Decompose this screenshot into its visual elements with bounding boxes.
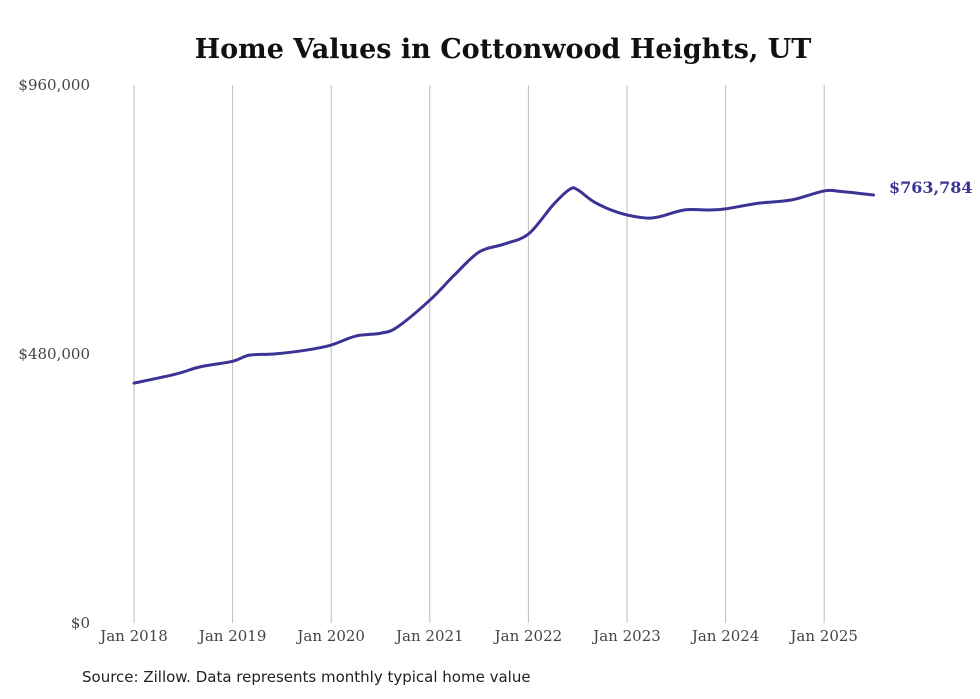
series-group [132, 186, 875, 385]
x-axis: Jan 2018 Jan 2019 Jan 2020 Jan 2021 Jan 2022… [98, 627, 858, 645]
x-tick-label: Jan 2023 [591, 627, 661, 645]
x-tick-label: Jan 2018 [98, 627, 168, 645]
x-tick-label: Jan 2021 [394, 627, 464, 645]
y-axis: $0 $480,000 $960,000 [18, 76, 90, 632]
x-tick-label: Jan 2025 [788, 627, 858, 645]
y-tick-label: $0 [71, 614, 90, 632]
x-tick-label: Jan 2024 [690, 627, 760, 645]
y-tick-label: $480,000 [18, 345, 90, 363]
source-note: Source: Zillow. Data represents monthly … [82, 668, 531, 686]
series-line [132, 186, 875, 385]
end-value-label: $763,784 [889, 178, 973, 197]
grid [133, 85, 825, 623]
chart-title: Home Values in Cottonwood Heights, UT [195, 34, 812, 65]
x-tick-label: Jan 2019 [197, 627, 267, 645]
x-tick-label: Jan 2020 [295, 627, 365, 645]
x-tick-label: Jan 2022 [493, 627, 563, 645]
y-tick-label: $960,000 [18, 76, 90, 94]
